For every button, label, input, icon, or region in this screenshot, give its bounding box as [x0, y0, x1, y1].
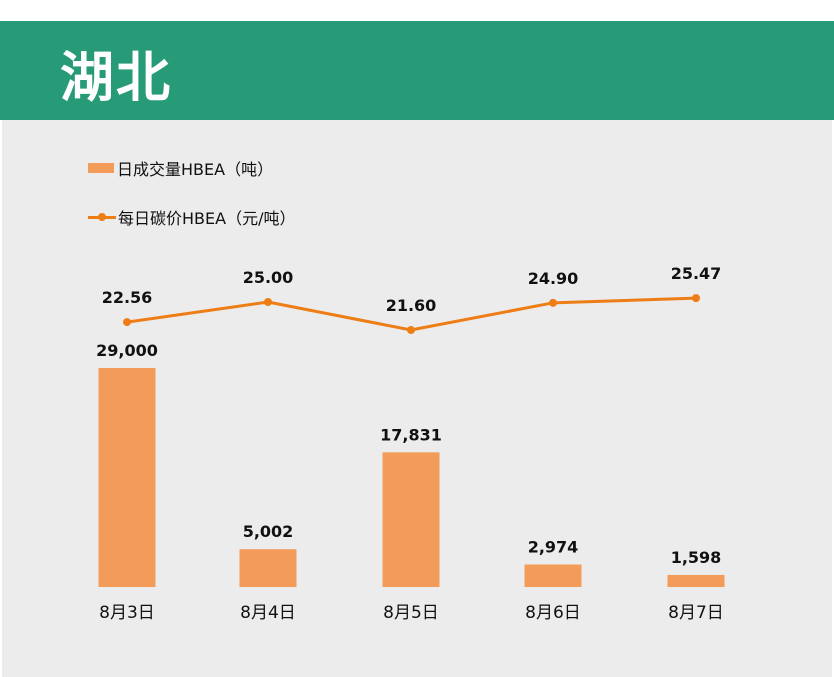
x-tick-label: 8月3日 — [99, 603, 155, 623]
price-value-label: 25.47 — [671, 264, 722, 283]
price-value-label: 25.00 — [243, 268, 294, 287]
bar-value-label: 1,598 — [671, 548, 722, 567]
x-tick-label: 8月5日 — [383, 603, 439, 623]
price-value-label: 24.90 — [528, 269, 579, 288]
legend-label-price: 每日碳价HBEA（元/吨） — [118, 209, 296, 228]
price-value-label: 22.56 — [102, 288, 153, 307]
bar-1 — [98, 368, 156, 587]
bar-4 — [524, 564, 582, 587]
price-point-5 — [692, 294, 700, 303]
price-point-4 — [549, 298, 557, 307]
price-point-1 — [123, 318, 131, 327]
legend-item-volume: 日成交量HBEA（吨） — [88, 156, 273, 180]
bar-value-label: 2,974 — [528, 538, 579, 557]
bar-5 — [667, 574, 725, 587]
bar-value-label: 17,831 — [380, 425, 442, 444]
x-tick-label: 8月4日 — [240, 603, 296, 623]
price-point-2 — [264, 298, 272, 306]
header-banner: 湖北 — [0, 21, 834, 120]
bar-value-label: 29,000 — [96, 341, 158, 360]
x-tick-label: 8月7日 — [668, 603, 724, 623]
x-tick-label: 8月6日 — [525, 603, 581, 623]
bar-2 — [239, 549, 297, 587]
bar-3 — [382, 452, 440, 587]
legend-item-price: 每日碳价HBEA（元/吨） — [88, 205, 295, 229]
page-title: 湖北 — [60, 46, 172, 109]
legend-line-swatch — [88, 212, 116, 221]
price-value-label: 21.60 — [386, 296, 437, 315]
legend-bar-swatch — [88, 163, 114, 173]
bar-value-label: 5,002 — [243, 522, 294, 541]
price-point-3 — [407, 326, 415, 335]
legend-label-volume: 日成交量HBEA（吨） — [117, 160, 274, 179]
